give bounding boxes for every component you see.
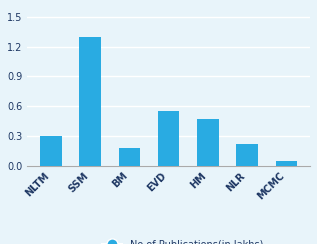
Bar [197,119,219,166]
Bar [275,161,297,166]
Bar [158,111,179,166]
Bar [79,37,101,166]
Bar [236,144,258,166]
Legend: No of Publications(in lakhs): No of Publications(in lakhs) [99,235,267,244]
Bar [119,148,140,166]
Bar [40,136,61,166]
